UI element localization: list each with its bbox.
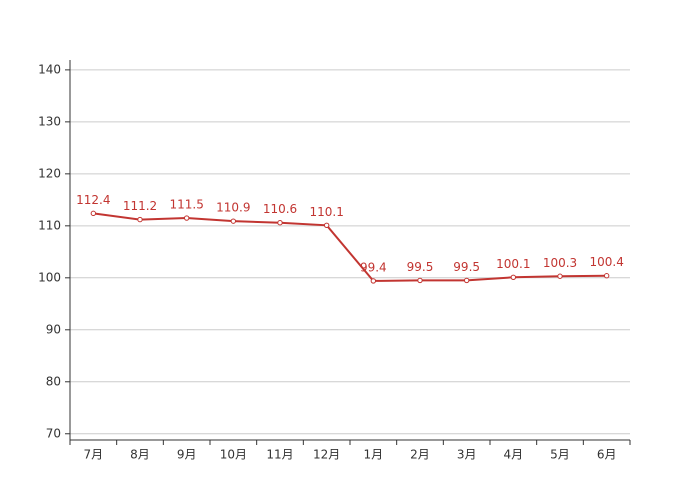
point bbox=[370, 278, 377, 284]
x-tick-label: 10月 bbox=[220, 448, 247, 462]
point bbox=[183, 215, 190, 221]
point bbox=[90, 210, 97, 217]
y-tick-label: 80 bbox=[46, 374, 61, 388]
y-tick-label: 70 bbox=[46, 426, 61, 440]
data-label: 100.4 bbox=[589, 255, 623, 269]
data-label: 100.1 bbox=[496, 257, 530, 271]
y-tick-label: 100 bbox=[38, 270, 61, 284]
point bbox=[417, 277, 423, 284]
data-label: 112.4 bbox=[76, 193, 110, 207]
line bbox=[93, 212, 607, 282]
point bbox=[510, 274, 517, 280]
y-tick-label: 140 bbox=[38, 62, 61, 76]
point bbox=[323, 222, 330, 229]
data-label: 100.3 bbox=[543, 256, 577, 270]
y-tick-label: 110 bbox=[38, 218, 61, 232]
point bbox=[463, 277, 470, 284]
data-label: 110.9 bbox=[216, 201, 250, 215]
x-tick-label: 2月 bbox=[410, 448, 430, 462]
x-tick-label: 1月 bbox=[364, 448, 384, 462]
x-tick-label: 11月 bbox=[266, 448, 293, 462]
point bbox=[277, 220, 283, 226]
data-label: 110.6 bbox=[263, 202, 297, 216]
x-tick-label: 5月 bbox=[550, 448, 570, 462]
data-label: 111.2 bbox=[123, 199, 157, 213]
x-tick-label: 6月 bbox=[597, 448, 617, 462]
data-label: 99.5 bbox=[453, 260, 480, 274]
y-tick-label: 90 bbox=[46, 322, 61, 336]
data-label: 99.4 bbox=[360, 260, 387, 274]
x-tick-label: 9月 bbox=[177, 448, 197, 462]
x-tick-label: 3月 bbox=[457, 448, 477, 462]
y-tick-label: 130 bbox=[38, 114, 61, 128]
point bbox=[230, 218, 237, 224]
x-tick-label: 12月 bbox=[313, 448, 340, 462]
point bbox=[603, 273, 610, 279]
x-tick-label: 7月 bbox=[84, 448, 104, 462]
point bbox=[137, 216, 143, 223]
data-label: 111.5 bbox=[169, 198, 203, 212]
data-label: 99.5 bbox=[407, 260, 434, 274]
y-tick-label: 120 bbox=[38, 166, 61, 180]
x-tick-label: 8月 bbox=[130, 448, 150, 462]
data-label: 110.1 bbox=[309, 205, 343, 219]
point bbox=[557, 273, 563, 279]
x-tick-label: 4月 bbox=[504, 448, 524, 462]
